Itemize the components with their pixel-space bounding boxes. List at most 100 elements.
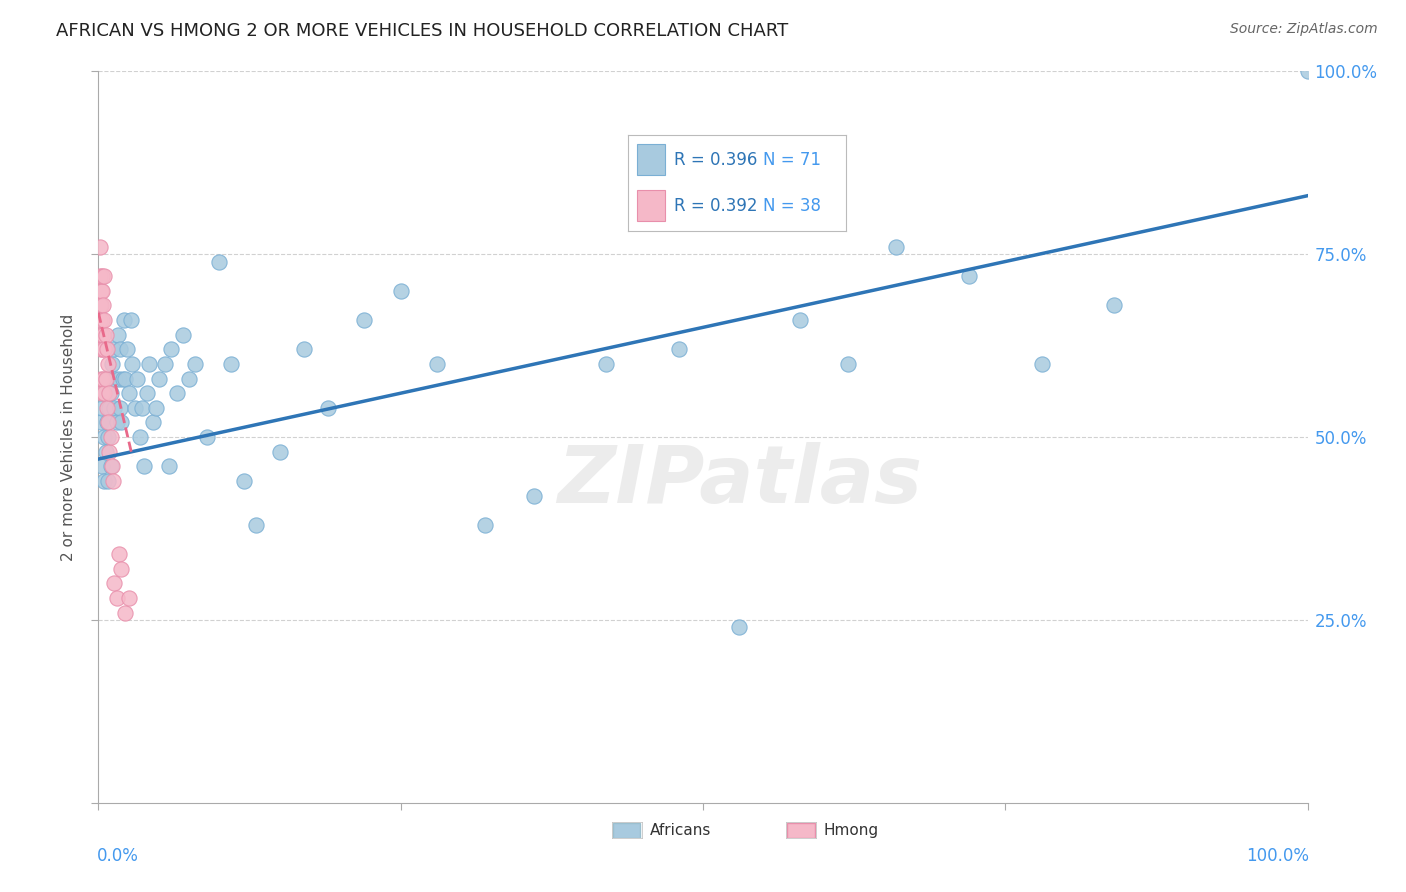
Point	[97, 430, 120, 444]
Point	[90, 416, 112, 430]
Point	[184, 357, 207, 371]
Point	[90, 284, 112, 298]
Point	[89, 269, 111, 284]
Point	[179, 371, 201, 385]
Point	[474, 517, 496, 532]
Point	[105, 416, 128, 430]
Point	[389, 284, 412, 298]
Point	[523, 489, 546, 503]
Point	[94, 444, 117, 458]
Point	[142, 416, 165, 430]
Point	[157, 459, 180, 474]
Point	[134, 459, 156, 474]
Point	[93, 343, 115, 357]
Point	[100, 386, 122, 401]
Point	[94, 371, 117, 385]
Point	[160, 343, 183, 357]
Point	[221, 357, 243, 371]
Point	[108, 401, 131, 415]
Point	[131, 401, 153, 415]
Point	[104, 371, 127, 385]
Point	[117, 343, 139, 357]
FancyBboxPatch shape	[637, 190, 665, 221]
Point	[120, 313, 142, 327]
Point	[232, 474, 254, 488]
Point	[245, 517, 267, 532]
Point	[94, 371, 117, 385]
Point	[91, 298, 114, 312]
Text: Source: ZipAtlas.com: Source: ZipAtlas.com	[1230, 22, 1378, 37]
Point	[100, 459, 122, 474]
Point	[93, 313, 115, 327]
Point	[595, 357, 617, 371]
Point	[148, 371, 170, 385]
Point	[90, 343, 112, 357]
Point	[118, 591, 141, 605]
Point	[89, 240, 111, 254]
Text: ZIPatlas: ZIPatlas	[557, 442, 922, 520]
Point	[100, 357, 122, 371]
Point	[138, 357, 160, 371]
Text: 0.0%: 0.0%	[97, 847, 139, 864]
Point	[91, 401, 114, 415]
Point	[96, 401, 118, 415]
Point	[103, 576, 125, 591]
Point	[89, 298, 111, 312]
Point	[112, 313, 135, 327]
Point	[97, 357, 120, 371]
Point	[91, 269, 114, 284]
Text: N = 38: N = 38	[763, 196, 821, 215]
Point	[728, 620, 751, 634]
Point	[94, 327, 117, 342]
Point	[91, 284, 114, 298]
Point	[114, 371, 136, 385]
Point	[103, 401, 125, 415]
Point	[110, 562, 132, 576]
Point	[101, 343, 124, 357]
Point	[292, 343, 315, 357]
Point	[91, 343, 114, 357]
Point	[1296, 64, 1319, 78]
Point	[172, 327, 194, 342]
FancyBboxPatch shape	[637, 145, 665, 175]
Point	[91, 313, 114, 327]
Y-axis label: 2 or more Vehicles in Household: 2 or more Vehicles in Household	[60, 313, 76, 561]
Text: Hmong: Hmong	[824, 823, 879, 838]
Point	[89, 313, 111, 327]
Point	[135, 386, 157, 401]
Point	[98, 386, 121, 401]
Text: AFRICAN VS HMONG 2 OR MORE VEHICLES IN HOUSEHOLD CORRELATION CHART: AFRICAN VS HMONG 2 OR MORE VEHICLES IN H…	[56, 22, 789, 40]
Point	[145, 401, 167, 415]
Point	[91, 386, 114, 401]
Point	[426, 357, 449, 371]
Point	[98, 444, 121, 458]
Text: R = 0.396: R = 0.396	[673, 151, 756, 169]
Point	[1102, 298, 1125, 312]
Point	[97, 416, 120, 430]
Point	[837, 357, 859, 371]
Point	[93, 430, 115, 444]
Point	[111, 371, 134, 385]
Point	[90, 298, 112, 312]
Text: R = 0.392: R = 0.392	[673, 196, 758, 215]
Point	[153, 357, 176, 371]
Point	[166, 386, 188, 401]
Point	[108, 547, 131, 561]
Point	[91, 371, 114, 385]
Point	[107, 327, 129, 342]
Point	[93, 386, 115, 401]
Point	[118, 386, 141, 401]
Point	[127, 371, 149, 385]
Point	[91, 386, 114, 401]
Point	[1031, 357, 1053, 371]
Point	[96, 416, 118, 430]
Point	[100, 430, 122, 444]
Point	[121, 357, 143, 371]
Point	[91, 327, 114, 342]
Point	[98, 401, 121, 415]
Point	[195, 430, 218, 444]
Point	[105, 591, 128, 605]
Point	[93, 269, 115, 284]
Text: Africans: Africans	[650, 823, 711, 838]
Point	[668, 343, 690, 357]
